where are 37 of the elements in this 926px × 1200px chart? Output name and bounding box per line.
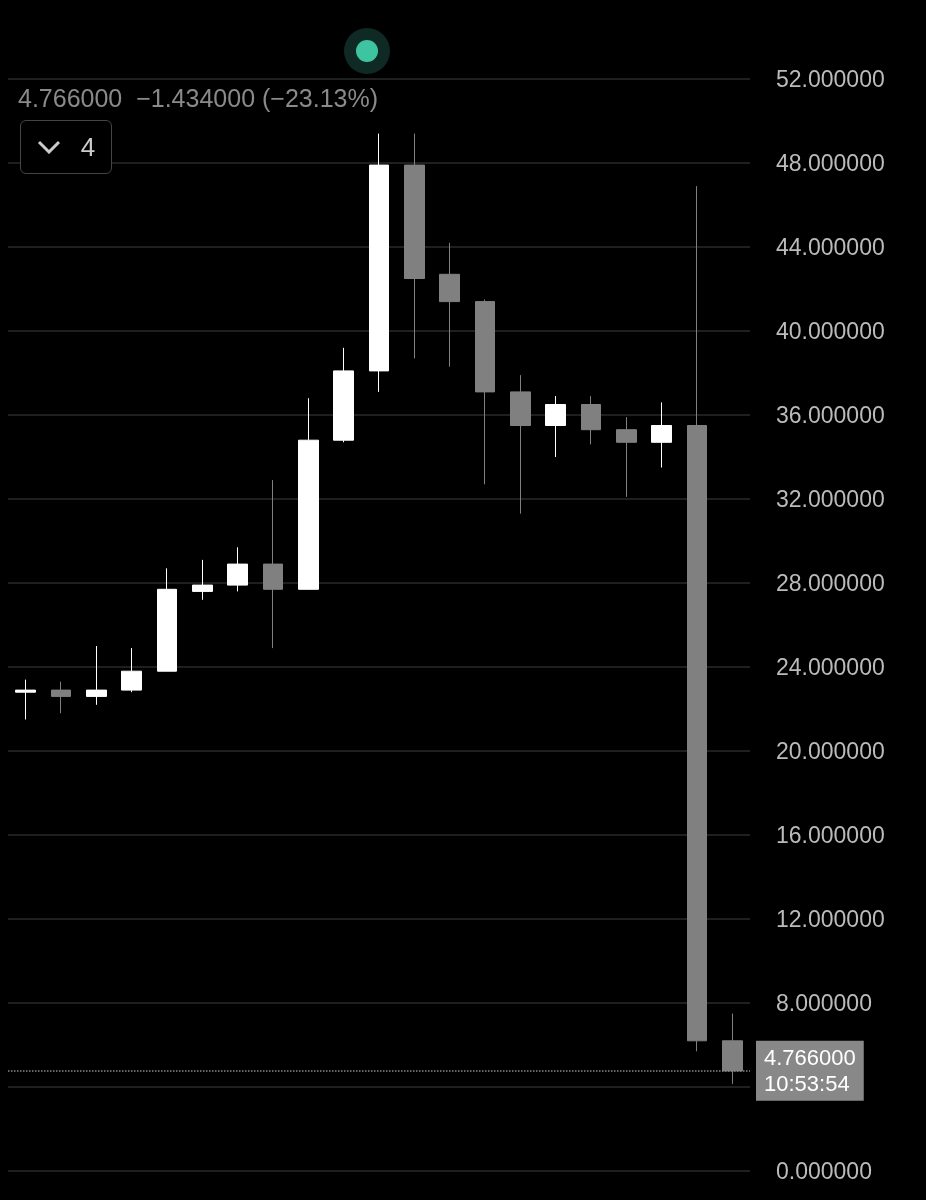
y-tick-label: 44.000000 [776,234,885,260]
y-tick-label: 0.000000 [776,1158,872,1184]
y-tick-label: 20.000000 [776,738,885,764]
candlestick [227,546,248,592]
y-tick-label: 16.000000 [776,822,885,848]
candlestick [651,401,672,468]
y-tick-label: 28.000000 [776,570,885,596]
text: 10:53:54 [764,1071,850,1097]
candlestick [475,299,495,485]
candlestick [263,479,283,649]
candlestick [616,416,637,498]
candlestick [121,647,142,693]
y-tick-label: 32.000000 [776,486,885,512]
annotation: 4 [80,131,96,163]
candlestick [157,567,177,672]
y-tick-label: 24.000000 [776,654,885,680]
candlestick [687,185,707,1052]
y-tick-label: 8.000000 [776,990,872,1016]
chart-subtitle: 4.766000 −1.434000 (−23.13%) [18,84,379,113]
candlestick [298,397,319,590]
y-tick-label: 40.000000 [776,318,885,344]
candlestick [15,679,36,720]
candlestick [333,347,354,443]
candlestick [369,133,389,393]
ref-line-label: 4.766000 [764,1045,856,1071]
candlestick [581,395,601,445]
candlestick [510,374,531,515]
candlestick [192,559,213,601]
y-tick-label: 52.000000 [776,66,885,92]
y-tick-label: 36.000000 [776,402,885,428]
candlestick [51,681,71,714]
candlestick [404,133,425,359]
candlestick [86,645,107,706]
y-tick-label: 12.000000 [776,906,885,932]
y-tick-label: 48.000000 [776,150,885,176]
candlestick [439,242,460,368]
candlestick [545,395,566,458]
